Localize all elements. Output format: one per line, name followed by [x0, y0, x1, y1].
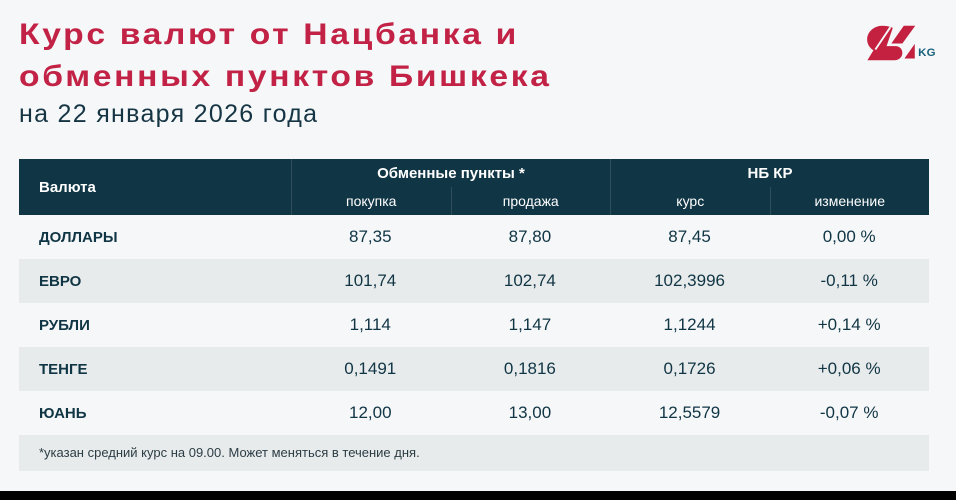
svg-text:KG: KG [918, 47, 936, 59]
